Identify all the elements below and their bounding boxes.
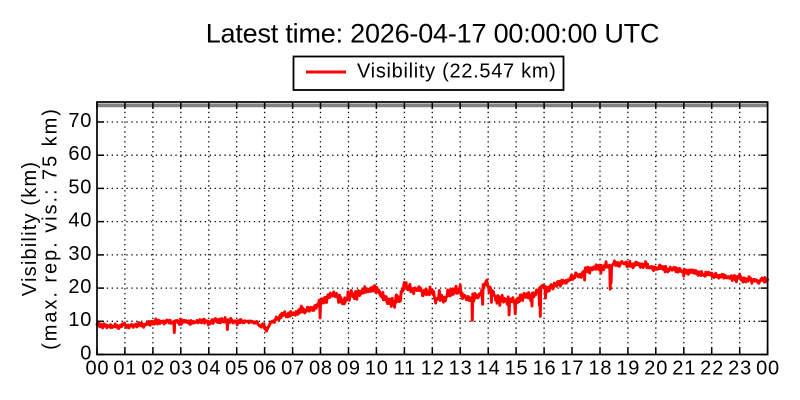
svg-text:Latest time: 2026-04-17 00:00:: Latest time: 2026-04-17 00:00:00 UTC (206, 19, 660, 49)
svg-text:15: 15 (505, 358, 529, 380)
svg-text:12: 12 (421, 358, 445, 380)
svg-text:10: 10 (365, 358, 389, 380)
svg-text:Visibility (22.547 km): Visibility (22.547 km) (357, 61, 557, 83)
svg-text:23: 23 (728, 358, 752, 380)
svg-text:05: 05 (225, 358, 249, 380)
svg-text:Visibility (km): Visibility (km) (19, 161, 41, 296)
svg-text:03: 03 (169, 358, 193, 380)
svg-text:(max. rep. vis.: 75 km): (max. rep. vis.: 75 km) (39, 107, 61, 350)
svg-text:09: 09 (337, 358, 361, 380)
svg-text:60: 60 (68, 143, 92, 165)
svg-text:00: 00 (756, 358, 780, 380)
svg-text:10: 10 (68, 309, 92, 331)
svg-text:18: 18 (588, 358, 612, 380)
svg-text:11: 11 (394, 358, 416, 380)
svg-text:07: 07 (281, 358, 305, 380)
svg-text:22: 22 (700, 358, 724, 380)
svg-text:40: 40 (68, 210, 92, 232)
svg-text:50: 50 (68, 176, 92, 198)
svg-text:16: 16 (533, 358, 557, 380)
svg-text:06: 06 (253, 358, 277, 380)
svg-text:20: 20 (644, 358, 668, 380)
svg-text:70: 70 (68, 110, 92, 132)
svg-text:17: 17 (560, 358, 584, 380)
svg-text:04: 04 (197, 358, 221, 380)
svg-text:20: 20 (68, 276, 92, 298)
svg-text:13: 13 (449, 358, 473, 380)
svg-text:01: 01 (113, 358, 137, 380)
svg-text:02: 02 (141, 358, 165, 380)
svg-text:0: 0 (80, 342, 92, 364)
svg-text:19: 19 (616, 358, 640, 380)
svg-text:08: 08 (309, 358, 333, 380)
svg-text:21: 21 (672, 358, 696, 380)
svg-text:00: 00 (85, 358, 109, 380)
svg-text:14: 14 (477, 358, 501, 380)
svg-text:30: 30 (68, 243, 92, 265)
